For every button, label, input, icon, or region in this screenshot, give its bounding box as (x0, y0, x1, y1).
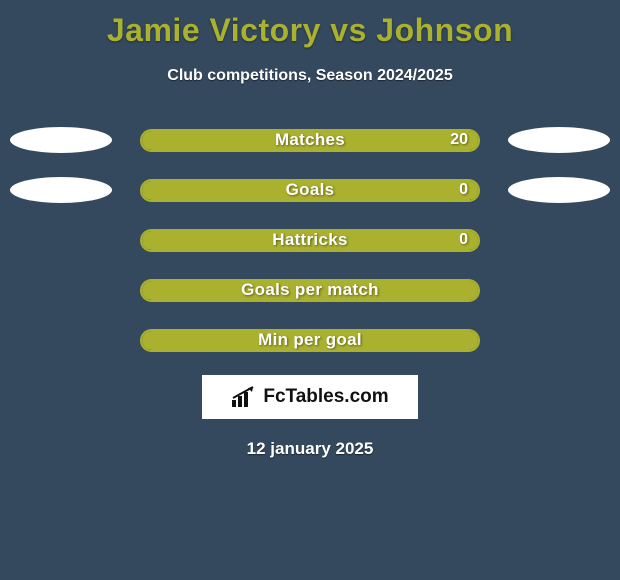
stat-bar-fill (142, 281, 478, 300)
brand-text: FcTables.com (263, 386, 388, 408)
stat-bar: Matches 20 (140, 129, 480, 152)
right-marker-oval (508, 127, 610, 153)
bar-chart-arrow-icon (231, 386, 257, 408)
stat-bar: Min per goal (140, 329, 480, 352)
footer-date: 12 january 2025 (0, 439, 620, 459)
comparison-infographic: Jamie Victory vs Johnson Club competitio… (0, 0, 620, 580)
stat-bar-value: 0 (459, 231, 468, 250)
left-marker-oval (10, 127, 112, 153)
stat-bar: Goals per match (140, 279, 480, 302)
stat-bar-value: 0 (459, 181, 468, 200)
stat-row: Matches 20 (0, 127, 620, 153)
stat-bar-fill (142, 181, 478, 200)
right-marker-oval (508, 177, 610, 203)
stat-bar-fill (142, 331, 478, 350)
stat-bar-value: 20 (450, 131, 468, 150)
brand-badge: FcTables.com (202, 375, 418, 419)
stat-rows: Matches 20 Goals 0 Hattricks 0 (0, 127, 620, 353)
page-title: Jamie Victory vs Johnson (0, 0, 620, 49)
stat-bar-fill (142, 131, 478, 150)
stat-row: Goals 0 (0, 177, 620, 203)
page-subtitle: Club competitions, Season 2024/2025 (0, 67, 620, 85)
stat-row: Goals per match (0, 277, 620, 303)
left-marker-oval (10, 177, 112, 203)
stat-row: Hattricks 0 (0, 227, 620, 253)
stat-bar: Hattricks 0 (140, 229, 480, 252)
stat-bar: Goals 0 (140, 179, 480, 202)
stat-row: Min per goal (0, 327, 620, 353)
stat-bar-fill (142, 231, 478, 250)
